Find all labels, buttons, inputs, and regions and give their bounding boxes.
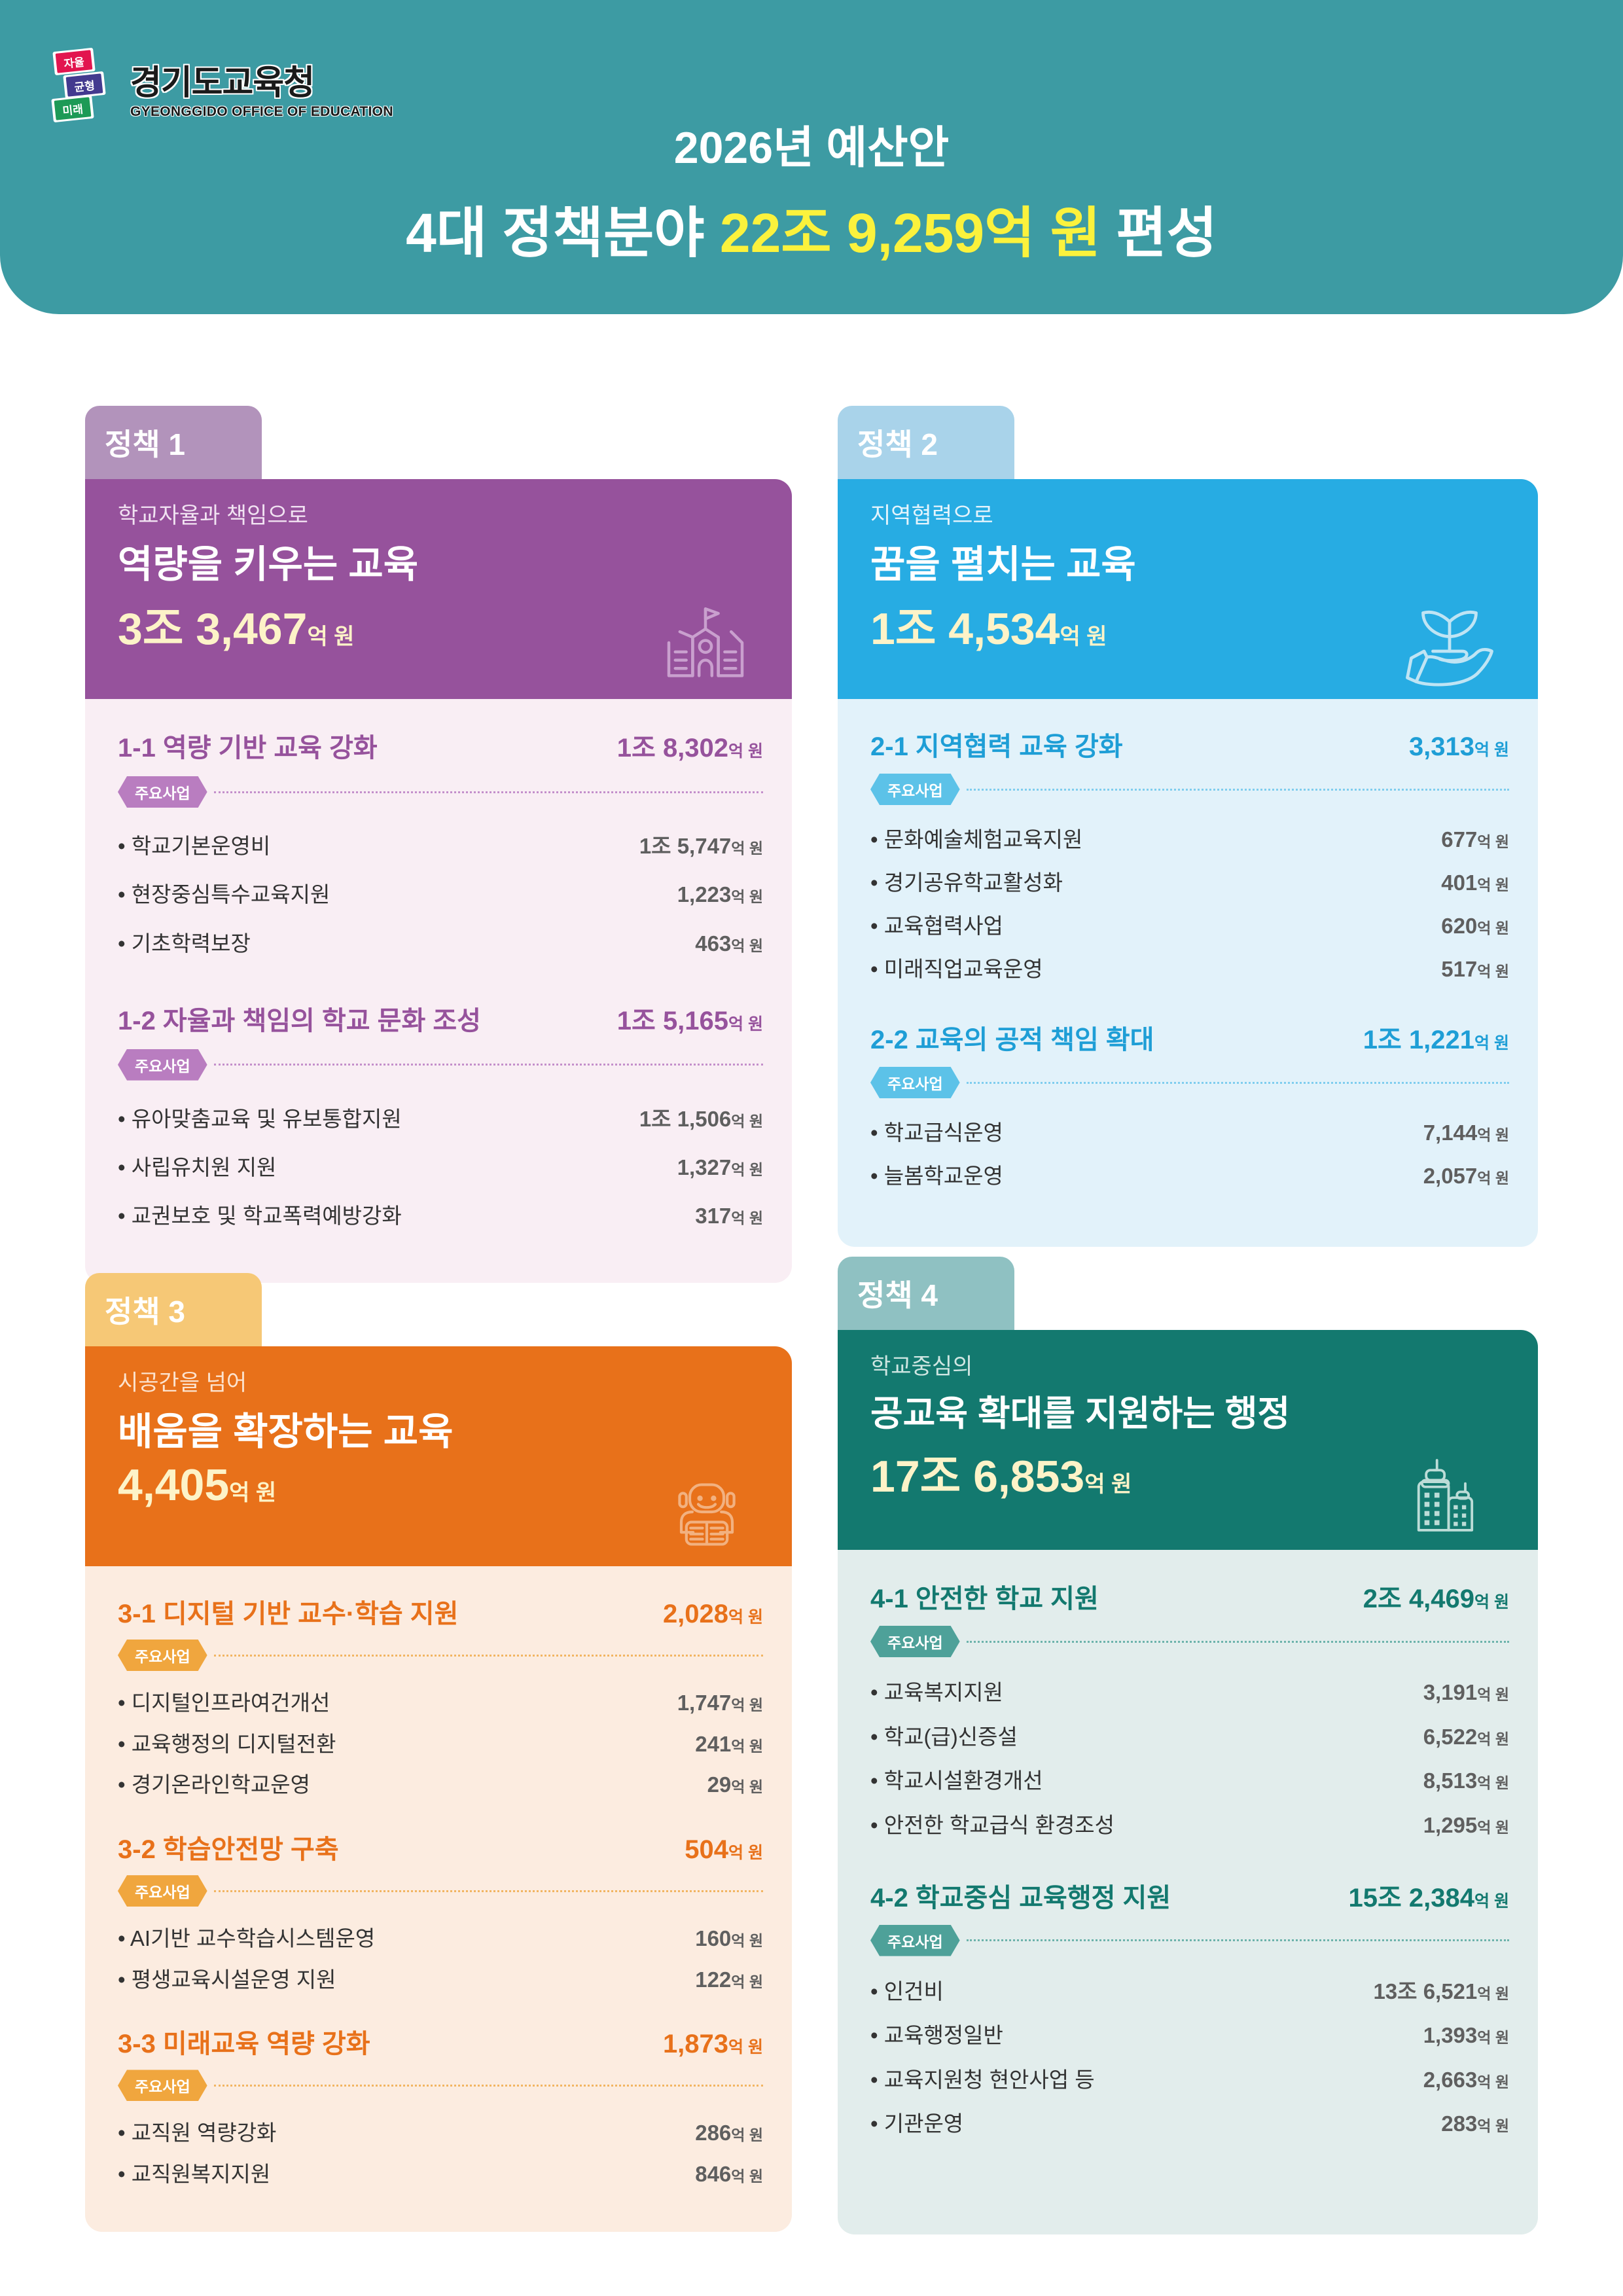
svg-text:균형: 균형 [74,79,96,94]
svg-text:자율: 자율 [63,56,85,70]
